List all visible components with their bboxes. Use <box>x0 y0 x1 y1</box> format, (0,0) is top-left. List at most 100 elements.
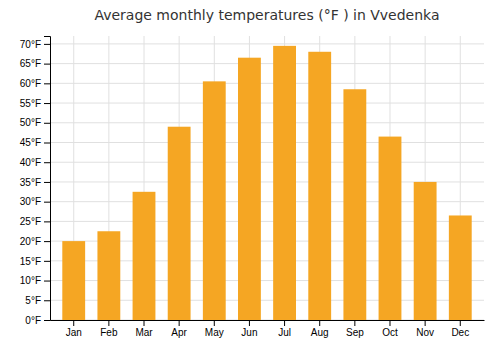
y-tick: 50°F <box>20 117 50 128</box>
y-tick-label: 55°F <box>20 98 41 109</box>
y-tick-label: 0°F <box>25 315 41 326</box>
x-tick-mark <box>249 320 250 326</box>
x-tick: Apr <box>171 320 187 338</box>
x-tick: Nov <box>416 320 434 338</box>
x-tick: May <box>205 320 224 338</box>
grid <box>50 36 484 320</box>
x-tick-label: Feb <box>100 327 118 338</box>
x-tick-label: Nov <box>416 327 434 338</box>
x-tick: Oct <box>382 320 398 338</box>
bar <box>379 137 402 320</box>
x-axis: Jan Feb Mar Apr May Jun Jul Aug Sep Oct Nov Dec <box>51 320 485 338</box>
y-tick-label: 15°F <box>20 256 41 267</box>
x-tick: Feb <box>100 320 118 338</box>
x-tick: Jan <box>66 320 82 338</box>
x-tick-mark <box>179 320 180 326</box>
bar <box>133 192 156 320</box>
grid-line <box>50 43 484 44</box>
bar <box>343 89 366 320</box>
y-tick-mark <box>44 281 50 282</box>
y-tick-mark <box>44 221 50 222</box>
y-tick-label: 60°F <box>20 78 41 89</box>
x-tick: Dec <box>451 320 469 338</box>
x-tick: Aug <box>311 320 329 338</box>
x-tick: Jul <box>278 320 291 338</box>
x-tick-label: Aug <box>311 327 329 338</box>
y-tick-label: 40°F <box>20 157 41 168</box>
bar <box>62 241 85 320</box>
y-tick-mark <box>44 320 50 321</box>
y-tick-mark <box>44 241 50 242</box>
x-tick-label: Jun <box>241 327 257 338</box>
grid-line <box>50 142 484 143</box>
bar <box>238 58 261 320</box>
x-tick-mark <box>108 320 109 326</box>
y-tick-label: 10°F <box>20 275 41 286</box>
x-tick-label: Dec <box>451 327 469 338</box>
y-tick-mark <box>44 44 50 45</box>
y-tick-mark <box>44 202 50 203</box>
grid-line <box>50 162 484 163</box>
y-tick-label: 70°F <box>20 39 41 50</box>
x-tick-label: Sep <box>346 327 364 338</box>
x-tick-mark <box>389 320 390 326</box>
y-tick: 5°F <box>25 295 50 306</box>
y-tick: 20°F <box>20 236 50 247</box>
bar <box>203 81 226 320</box>
y-tick-label: 5°F <box>25 295 41 306</box>
x-tick-label: Jul <box>278 327 291 338</box>
chart: Jan Feb Mar Apr May Jun Jul Aug Sep Oct Nov Dec 0°F 5… <box>0 0 500 350</box>
x-tick-label: Apr <box>171 327 187 338</box>
bars <box>62 46 471 320</box>
bar <box>414 182 437 320</box>
x-tick-label: Mar <box>135 327 153 338</box>
x-tick-label: Oct <box>382 327 398 338</box>
y-tick-mark <box>44 182 50 183</box>
bar <box>308 52 331 320</box>
y-tick-label: 30°F <box>20 196 41 207</box>
y-tick: 0°F <box>25 315 50 326</box>
y-tick-mark <box>44 64 50 65</box>
y-tick-mark <box>44 300 50 301</box>
bar <box>449 215 472 320</box>
y-tick-mark <box>44 143 50 144</box>
y-tick-mark <box>44 261 50 262</box>
x-tick-mark <box>144 320 145 326</box>
y-tick-mark <box>44 103 50 104</box>
y-tick-label: 65°F <box>20 58 41 69</box>
grid-line <box>50 103 484 104</box>
y-tick-label: 45°F <box>20 137 41 148</box>
y-tick-mark <box>44 162 50 163</box>
y-tick: 40°F <box>20 157 50 168</box>
x-tick-mark <box>319 320 320 326</box>
x-tick-mark <box>73 320 74 326</box>
x-tick: Mar <box>135 320 153 338</box>
title: Average monthly temperatures (°F ) in Vv… <box>94 7 439 23</box>
x-tick-label: May <box>205 327 224 338</box>
x-tick: Jun <box>241 320 257 338</box>
y-axis: 0°F 5°F 10°F 15°F 20°F 25°F 30°F 35°F 40°F 45°F 50… <box>20 37 51 326</box>
x-tick-mark <box>460 320 461 326</box>
x-axis-line <box>51 320 485 321</box>
y-tick: 55°F <box>20 98 50 109</box>
y-tick-label: 35°F <box>20 177 41 188</box>
bar <box>168 127 191 320</box>
y-tick: 35°F <box>20 177 50 188</box>
y-tick: 25°F <box>20 216 50 227</box>
y-tick: 30°F <box>20 196 50 207</box>
x-tick-mark <box>425 320 426 326</box>
grid-line <box>50 83 484 84</box>
x-tick-label: Jan <box>66 327 82 338</box>
y-tick-mark <box>44 123 50 124</box>
grid-line <box>50 63 484 64</box>
y-axis-line <box>44 37 51 321</box>
y-tick-label: 20°F <box>20 236 41 247</box>
y-tick: 10°F <box>20 275 50 286</box>
grid-line <box>50 122 484 123</box>
y-tick: 15°F <box>20 256 50 267</box>
y-tick-label: 50°F <box>20 117 41 128</box>
x-tick-mark <box>214 320 215 326</box>
y-tick: 70°F <box>20 39 50 50</box>
y-tick: 60°F <box>20 78 50 89</box>
x-tick: Sep <box>346 320 364 338</box>
